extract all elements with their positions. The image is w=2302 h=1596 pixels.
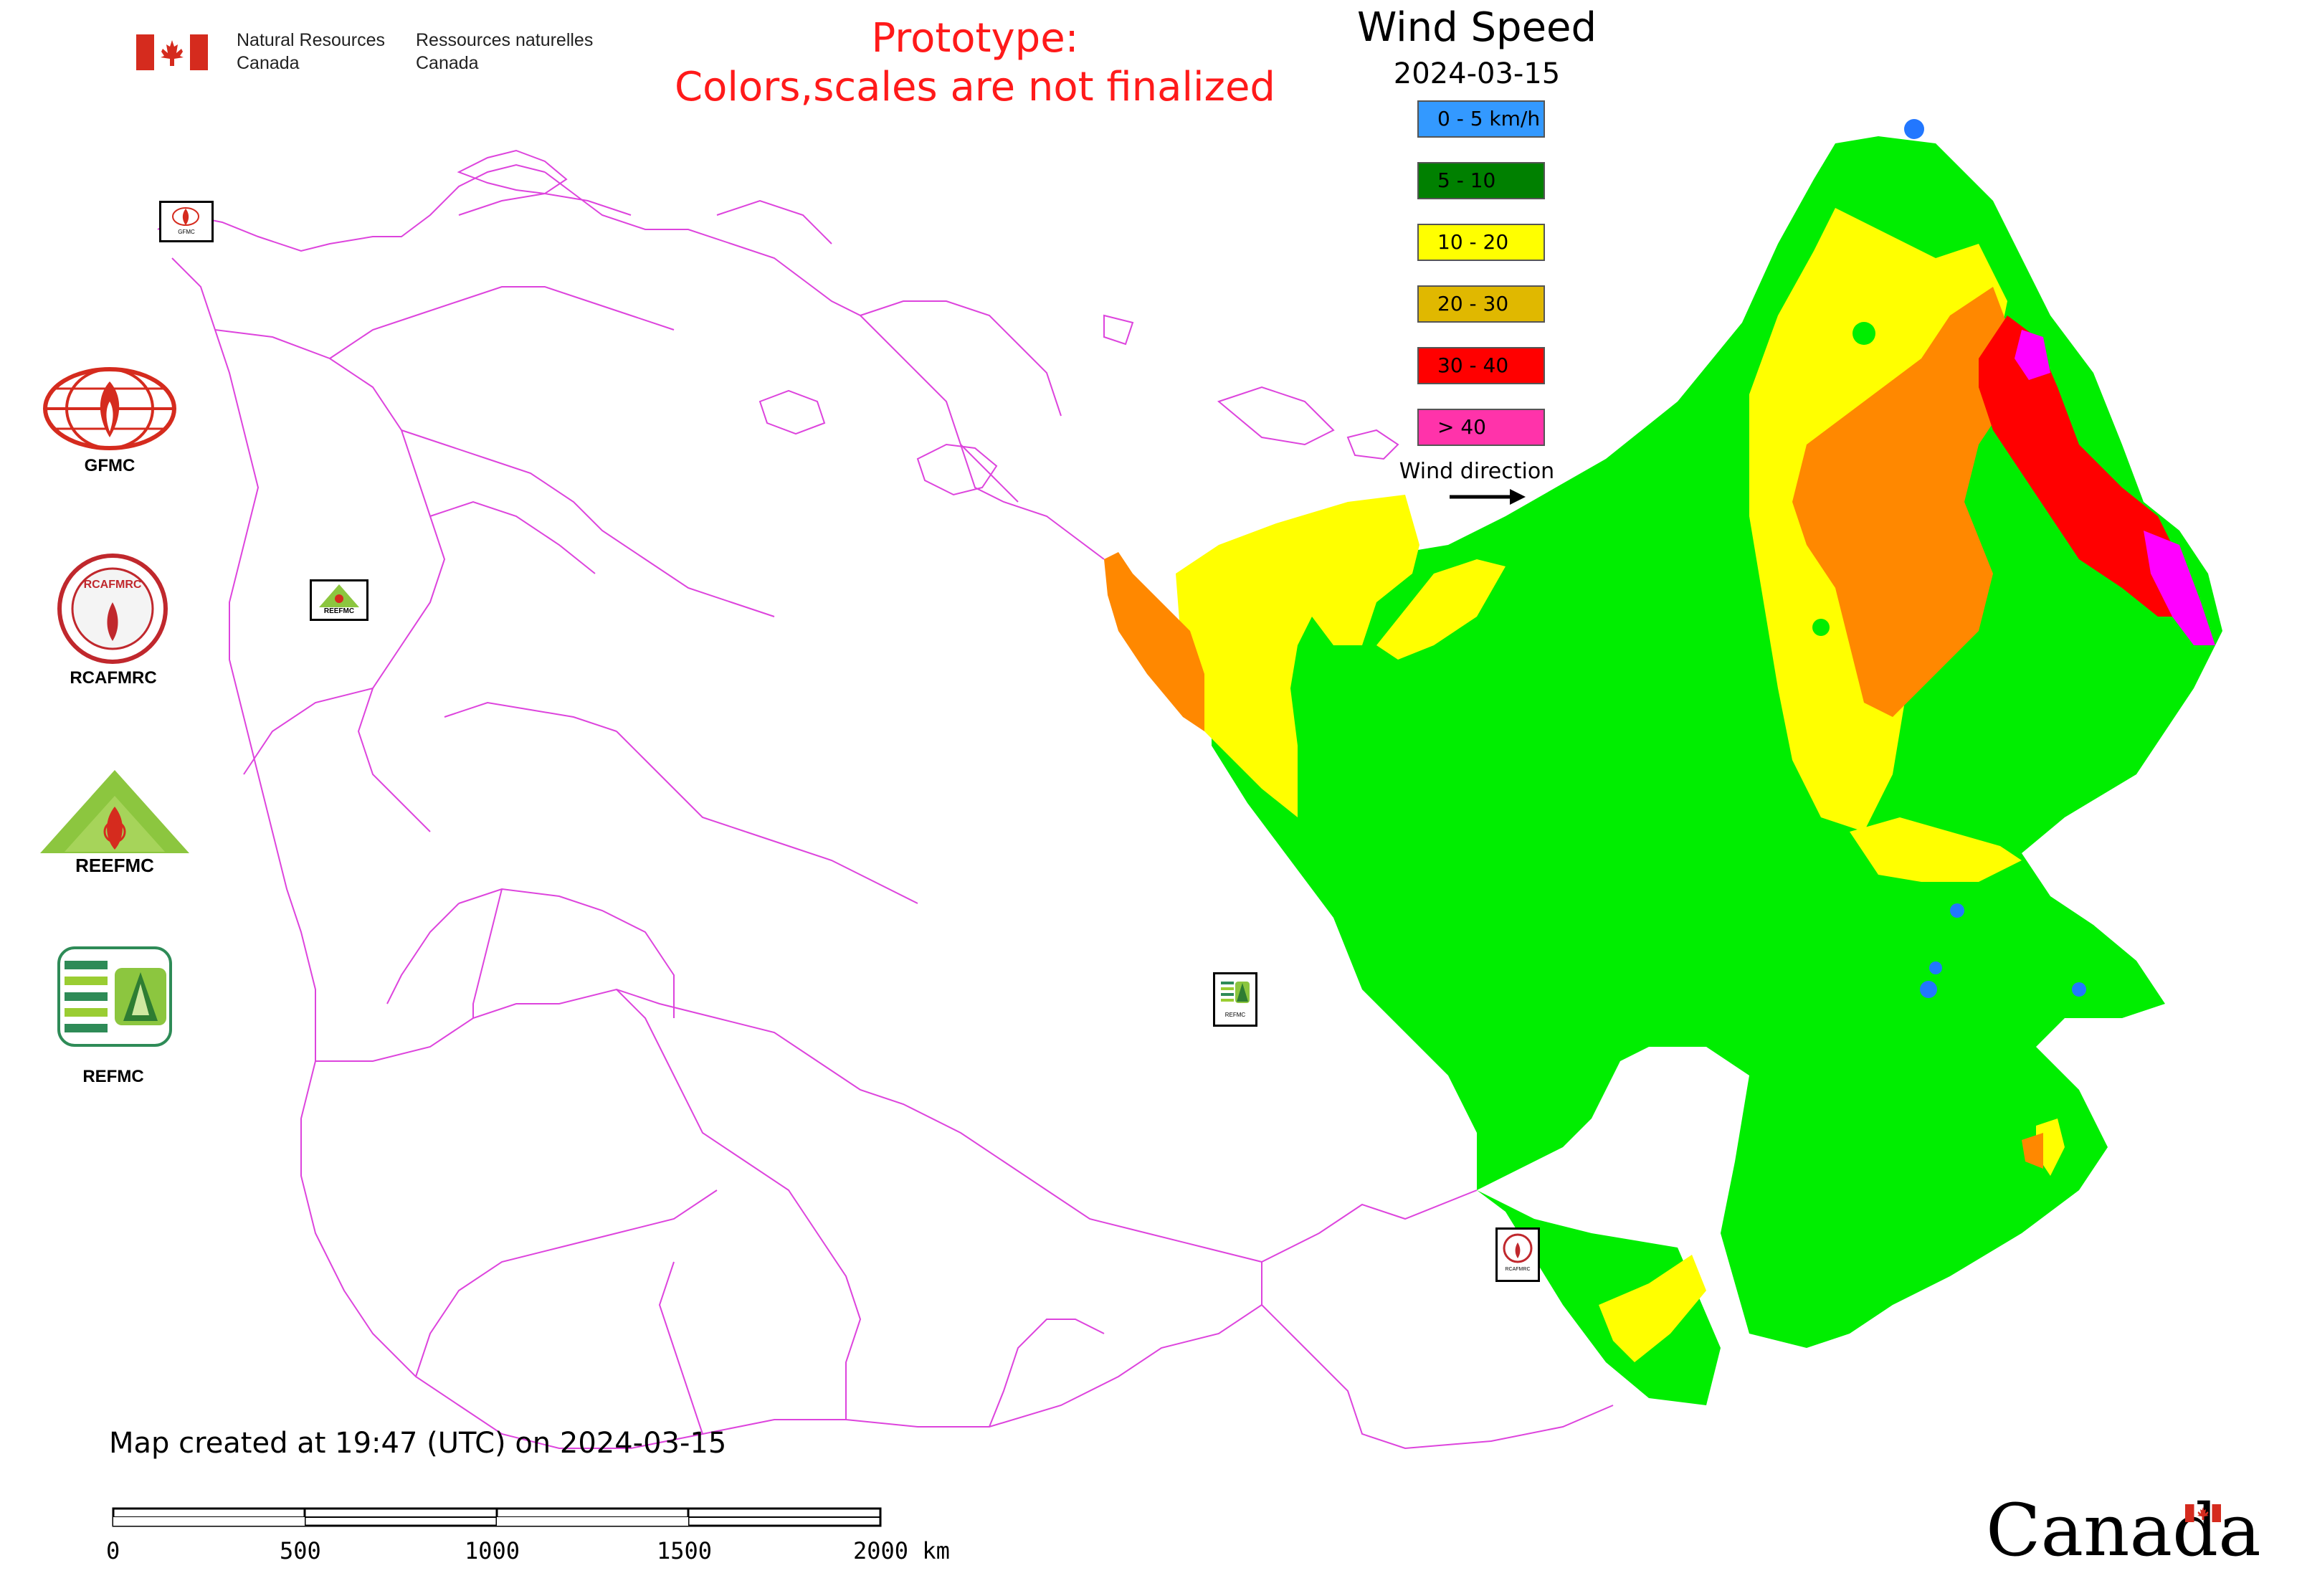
scale-label-500: 500 — [280, 1537, 321, 1564]
agency-name-fr: Ressources naturelles Canada — [416, 30, 594, 73]
scale-label-0: 0 — [106, 1537, 120, 1564]
wind-zone-5-10 — [1212, 136, 2222, 1405]
legend-item-5-10: 5 - 10 — [1417, 162, 1545, 199]
prototype-notice: Prototype: Colors,scales are not finaliz… — [675, 15, 1275, 110]
reefmc-logo-wordmark: REEFMC — [75, 855, 154, 875]
wind-zone-20-30 — [1104, 552, 1204, 731]
wind-zone-30-40 — [1979, 315, 2194, 617]
gfmc-map-badge: GFMC — [159, 201, 214, 242]
wind-zone-0-5 — [1920, 981, 1937, 998]
reefmc-badge-text: REEFMC — [323, 607, 355, 615]
gfmc-badge-icon — [172, 207, 199, 226]
rcafmrc-badge-icon — [1503, 1233, 1533, 1263]
wind-direction-label: Wind direction — [1399, 459, 1555, 484]
wind-zone-10-20 — [1850, 817, 2022, 882]
wind-zone-5-10 — [1852, 322, 1875, 345]
scale-label-1500: 1500 — [657, 1537, 713, 1564]
refmc-map-badge: REFMC — [1213, 972, 1257, 1027]
legend-item-20-30: 20 - 30 — [1417, 285, 1545, 323]
rcafmrc-badge-text: RCAFMRC — [1505, 1267, 1531, 1272]
wind-direction-arrow-icon — [1450, 489, 1526, 505]
wind-zone-20-30 — [1792, 287, 2015, 717]
legend-item-over-40: > 40 — [1417, 409, 1545, 446]
scale-label-1000: 1000 — [465, 1537, 520, 1564]
wind-zone-10-20 — [1376, 559, 1506, 660]
gfmc-badge-text: GFMC — [178, 229, 195, 235]
agency-name-en: Natural Resources Canada — [237, 30, 386, 73]
gfmc-logo-icon — [43, 367, 176, 450]
legend-date: 2024-03-15 — [1393, 57, 1561, 90]
legend-title: Wind Speed — [1356, 4, 1597, 51]
rcafmrc-logo-text: RCAFMRC — [84, 579, 142, 591]
canada-flag-icon — [136, 34, 208, 70]
refmc-badge-text: REFMC — [1224, 1012, 1246, 1018]
wind-zone-20-30 — [2022, 1133, 2043, 1169]
refmc-badge-icon — [1221, 982, 1250, 1003]
wind-zone-0-5 — [1950, 903, 1964, 918]
legend-item-10-20: 10 - 20 — [1417, 224, 1545, 261]
scale-bar: 0 500 1000 1500 2000 km — [106, 1498, 968, 1577]
scale-bar-graphic — [112, 1507, 882, 1527]
reefmc-badge-icon — [319, 584, 359, 607]
canada-wordmark: Canada — [1986, 1491, 2261, 1570]
wind-zone-10-20 — [1176, 495, 1419, 817]
nrcan-signature: Natural Resources Canada Ressources natu… — [136, 29, 602, 79]
refmc-logo-icon — [57, 946, 172, 1047]
scale-label-2000: 2000 km — [853, 1537, 950, 1564]
map-created-note: Map created at 19:47 (UTC) on 2024-03-15 — [109, 1427, 727, 1460]
gfmc-label: GFMC — [84, 456, 135, 475]
canada-wordmark-text: Canada — [1986, 1488, 2261, 1572]
refmc-label: REFMC — [82, 1067, 144, 1086]
wind-zone-over-40 — [2015, 330, 2050, 380]
legend-item-30-40: 30 - 40 — [1417, 347, 1545, 384]
wind-zone-10-20 — [1599, 1255, 1706, 1362]
legend-item-0-5: 0 - 5 km/h — [1417, 100, 1545, 138]
wind-zone-over-40 — [2144, 531, 2215, 645]
wind-zone-0-5 — [2072, 982, 2086, 997]
rcafmrc-label: RCAFMRC — [70, 668, 157, 688]
boundary-lines — [157, 163, 1614, 1450]
canada-wordmark-flag-icon — [2185, 1504, 2221, 1522]
rcafmrc-logo-icon: RCAFMRC — [57, 554, 168, 664]
wind-zone-0-5 — [1929, 961, 1942, 974]
reefmc-map-badge: REEFMC — [310, 579, 368, 621]
rcafmrc-map-badge: RCAFMRC — [1495, 1227, 1540, 1282]
reefmc-logo-icon: REEFMC — [40, 770, 189, 875]
arctic-islands — [457, 149, 1399, 496]
wind-zone-5-10 — [1812, 619, 1830, 636]
wind-zone-0-5 — [1904, 119, 1924, 139]
wind-speed-layer — [1104, 119, 2222, 1405]
